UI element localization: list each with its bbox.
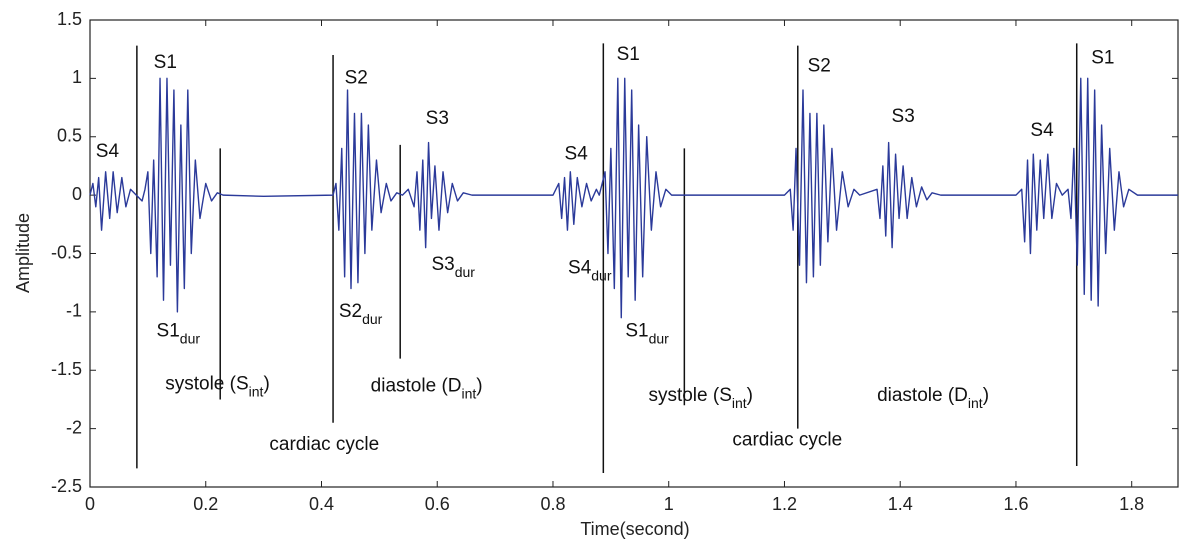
annotation-tail: ) <box>263 373 269 394</box>
annotation: S3dur <box>431 254 475 280</box>
y-tick-label: 1 <box>72 67 82 87</box>
annotation-subscript: dur <box>455 264 476 280</box>
annotation-text: S4 <box>565 143 589 164</box>
annotation: S4 <box>1030 120 1054 141</box>
x-tick-label: 1.4 <box>888 494 913 514</box>
x-tick-label: 0 <box>85 494 95 514</box>
annotation-text: S2 <box>808 56 831 77</box>
annotation: S4 <box>96 141 120 162</box>
annotation: S2 <box>808 56 831 77</box>
annotation-text: systole (S <box>165 373 248 394</box>
y-tick-label: 1.5 <box>57 9 82 29</box>
x-tick-label: 0.6 <box>425 494 450 514</box>
annotation-text: diastole (D <box>877 385 968 406</box>
annotation: S1 <box>154 52 177 73</box>
x-tick-label: 1.6 <box>1003 494 1028 514</box>
signal-line <box>89 77 1178 319</box>
x-axis-label: Time(second) <box>580 519 689 539</box>
x-tick-label: 1 <box>664 494 674 514</box>
annotation: cardiac cycle <box>732 429 842 450</box>
annotation-tail: ) <box>983 385 989 406</box>
annotation: S2 <box>345 67 368 88</box>
annotation-text: cardiac cycle <box>732 429 842 450</box>
annotation: systole (Sint) <box>648 385 753 411</box>
annotation-text: systole (S <box>648 385 731 406</box>
y-tick-label: -1 <box>66 301 82 321</box>
annotation: S4 <box>565 143 589 164</box>
annotation-text: S1 <box>154 52 177 73</box>
annotation-text: S1 <box>617 44 640 65</box>
annotation-text: cardiac cycle <box>269 434 379 455</box>
annotation-text: S4 <box>96 141 120 162</box>
annotation-subscript: int <box>732 395 747 411</box>
annotation: S1 <box>617 44 640 65</box>
annotation: S1dur <box>157 321 201 347</box>
y-tick-label: -1.5 <box>51 359 82 379</box>
annotation: diastole (Dint) <box>371 376 483 402</box>
x-tick-label: 1.2 <box>772 494 797 514</box>
x-tick-label: 1.8 <box>1119 494 1144 514</box>
annotation-text: S4 <box>1030 120 1054 141</box>
y-tick-label: -2 <box>66 417 82 437</box>
annotation-subscript: dur <box>591 267 612 283</box>
x-tick-label: 0.2 <box>193 494 218 514</box>
annotation-text: S1 <box>157 321 180 342</box>
annotation-subscript: int <box>249 383 264 399</box>
x-tick-label: 0.4 <box>309 494 334 514</box>
annotation: diastole (Dint) <box>877 385 989 411</box>
annotation-tail: ) <box>476 376 482 397</box>
annotation: S4dur <box>568 258 612 284</box>
annotation-text: S2 <box>339 301 362 322</box>
annotation-subscript: dur <box>362 311 383 327</box>
annotation-subscript: dur <box>649 330 670 346</box>
annotation-text: S1 <box>625 321 648 342</box>
annotation: S1 <box>1091 48 1114 69</box>
annotation-text: S2 <box>345 67 368 88</box>
annotation: S3 <box>892 106 915 127</box>
x-tick-label: 0.8 <box>540 494 565 514</box>
annotation: S2dur <box>339 301 383 327</box>
y-tick-label: 0.5 <box>57 126 82 146</box>
y-tick-label: -2.5 <box>51 476 82 496</box>
annotation: S3 <box>426 108 449 129</box>
y-tick-label: 0 <box>72 184 82 204</box>
annotation-subscript: int <box>968 395 983 411</box>
annotation-subscript: int <box>462 385 477 401</box>
annotation-tail: ) <box>747 385 753 406</box>
annotation-text: S3 <box>431 254 454 275</box>
annotation-text: S4 <box>568 258 592 279</box>
annotation: S1dur <box>625 321 669 347</box>
annotation: systole (Sint) <box>165 373 270 399</box>
annotation-text: diastole (D <box>371 376 462 397</box>
annotation-text: S3 <box>892 106 915 127</box>
annotation-subscript: dur <box>180 330 201 346</box>
annotation-text: S1 <box>1091 48 1114 69</box>
annotation: cardiac cycle <box>269 434 379 455</box>
y-axis-label: Amplitude <box>13 213 33 293</box>
annotation-text: S3 <box>426 108 449 129</box>
y-tick-label: -0.5 <box>51 242 82 262</box>
